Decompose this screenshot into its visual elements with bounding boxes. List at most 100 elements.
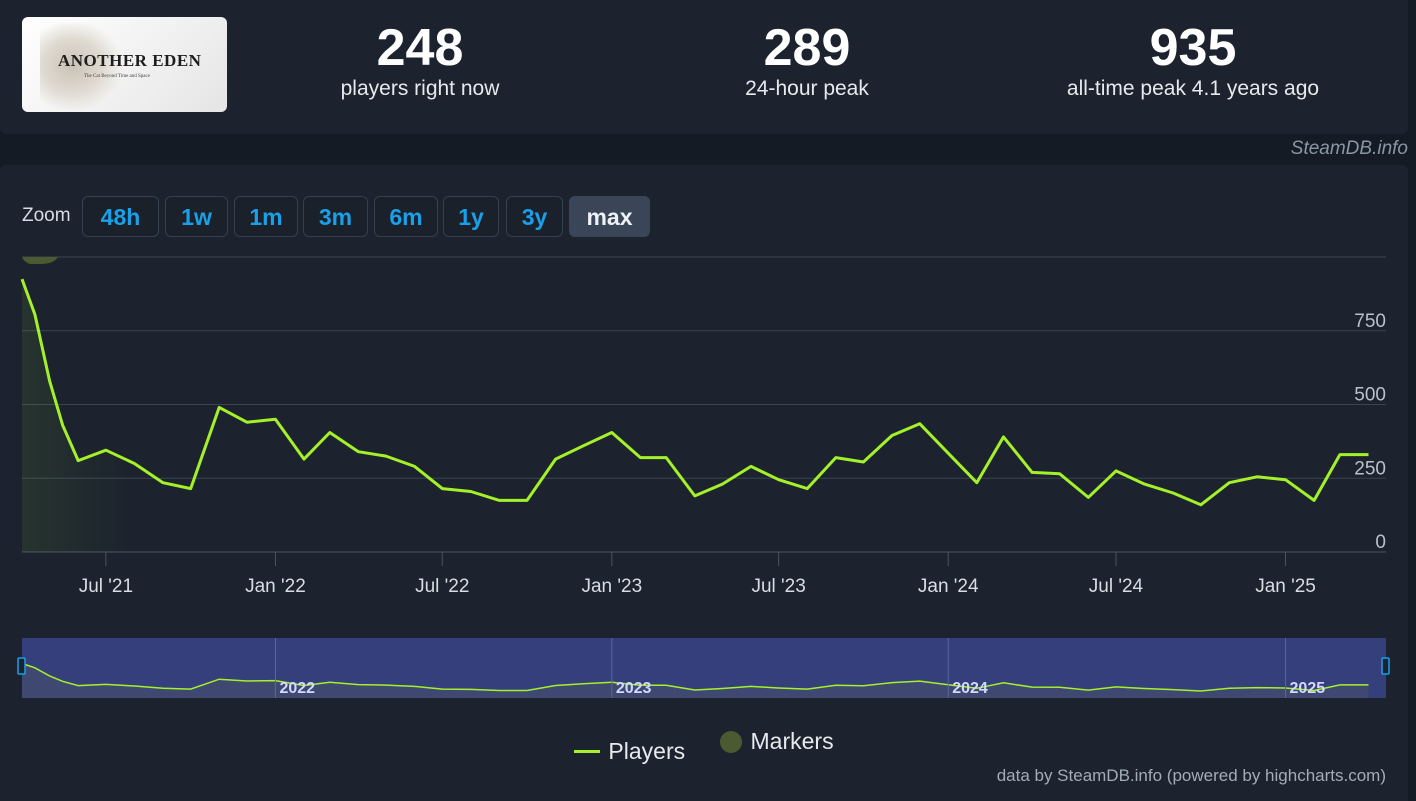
data-point[interactable] xyxy=(185,483,197,495)
data-point[interactable] xyxy=(157,477,169,489)
data-point[interactable] xyxy=(1280,474,1292,486)
legend-item-markers[interactable]: Markers xyxy=(719,728,834,755)
data-point[interactable] xyxy=(436,483,448,495)
navigator-year-label: 2023 xyxy=(616,680,652,697)
data-point[interactable] xyxy=(72,455,84,467)
data-point[interactable] xyxy=(550,453,562,465)
navigator-left-handle[interactable] xyxy=(17,657,26,675)
markers-series[interactable] xyxy=(22,257,58,264)
data-point[interactable] xyxy=(577,440,589,452)
data-point[interactable] xyxy=(521,494,533,506)
navigator-right-handle[interactable] xyxy=(1381,657,1390,675)
data-point[interactable] xyxy=(660,452,672,464)
data-point[interactable] xyxy=(44,375,56,387)
line-swatch-icon xyxy=(574,749,601,753)
zoom-button-1m[interactable]: 1m xyxy=(234,196,298,237)
data-point[interactable] xyxy=(269,413,281,425)
logo-subtitle: The Cat Beyond Time and Space xyxy=(84,74,150,79)
data-point[interactable] xyxy=(801,483,813,495)
data-point[interactable] xyxy=(465,486,477,498)
data-point[interactable] xyxy=(352,446,364,458)
x-tick-label: Jan '22 xyxy=(245,576,306,597)
stat-value: 289 xyxy=(763,19,851,77)
highcharts-credit[interactable]: data by SteamDB.info (powered by highcha… xyxy=(996,766,1386,785)
stat-label: all-time peak 4.1 years ago xyxy=(1066,77,1320,100)
players-line[interactable] xyxy=(20,278,1369,507)
y-tick-label: 0 xyxy=(1375,532,1386,553)
data-point[interactable] xyxy=(324,427,336,439)
x-tick-label: Jan '24 xyxy=(918,576,979,597)
data-point[interactable] xyxy=(1167,487,1179,499)
legend-item-players[interactable]: Players xyxy=(574,738,685,765)
data-point[interactable] xyxy=(100,444,112,456)
data-point[interactable] xyxy=(914,418,926,430)
series-area xyxy=(22,279,1369,552)
data-point[interactable] xyxy=(1334,449,1346,461)
legend-label: Markers xyxy=(750,728,834,754)
navigator-year-label: 2022 xyxy=(279,680,315,697)
data-point[interactable] xyxy=(606,427,618,439)
data-point[interactable] xyxy=(1251,471,1263,483)
data-point[interactable] xyxy=(689,490,701,502)
data-point[interactable] xyxy=(1139,478,1151,490)
y-tick-label: 750 xyxy=(1354,311,1386,332)
data-point[interactable] xyxy=(1026,466,1038,478)
chart-legend: Players Markers xyxy=(0,728,1408,765)
x-tick-label: Jul '22 xyxy=(415,576,469,597)
data-point[interactable] xyxy=(213,401,225,413)
logo-title: ANOTHER EDEN xyxy=(58,51,202,70)
data-point[interactable] xyxy=(1362,449,1374,461)
data-point[interactable] xyxy=(998,431,1010,443)
navigator[interactable]: 2022 2023 2024 2025 xyxy=(17,638,1390,698)
data-point[interactable] xyxy=(29,309,41,321)
data-point[interactable] xyxy=(409,460,421,472)
data-point[interactable] xyxy=(830,452,842,464)
data-point[interactable] xyxy=(493,494,505,506)
data-point[interactable] xyxy=(745,460,757,472)
zoom-button-1y[interactable]: 1y xyxy=(443,196,499,237)
data-point[interactable] xyxy=(716,478,728,490)
zoom-button-48h[interactable]: 48h xyxy=(82,196,159,237)
data-point[interactable] xyxy=(634,452,646,464)
data-point[interactable] xyxy=(1110,465,1122,477)
x-axis: Jul '21 Jan '22 Jul '22 Jan '23 Jul '23 Jan '… xyxy=(79,552,1316,597)
data-point[interactable] xyxy=(971,477,983,489)
y-tick-label: 500 xyxy=(1354,385,1386,406)
zoom-button-1w[interactable]: 1w xyxy=(165,196,228,237)
x-tick-label: Jul '24 xyxy=(1089,576,1144,597)
steamdb-credit[interactable]: SteamDB.info xyxy=(1290,138,1408,159)
y-axis: 0 250 500 750 xyxy=(1354,311,1386,553)
legend-label: Players xyxy=(608,737,686,764)
data-point[interactable] xyxy=(241,416,253,428)
logo-artwork xyxy=(40,23,120,109)
data-point[interactable] xyxy=(886,429,898,441)
data-point[interactable] xyxy=(380,450,392,462)
data-point[interactable] xyxy=(57,419,69,431)
series-players[interactable] xyxy=(16,273,1374,511)
stat-current-players: 248 players right now xyxy=(260,18,580,102)
marker-flag[interactable] xyxy=(22,257,58,264)
data-point[interactable] xyxy=(773,474,785,486)
stat-24h-peak: 289 24-hour peak xyxy=(647,18,967,102)
data-point[interactable] xyxy=(1195,499,1207,511)
zoom-button-3y[interactable]: 3y xyxy=(506,196,563,237)
data-point[interactable] xyxy=(1308,494,1320,506)
data-point[interactable] xyxy=(1054,468,1066,480)
game-logo[interactable]: ANOTHER EDEN The Cat Beyond Time and Spa… xyxy=(22,17,227,112)
navigator-area xyxy=(22,663,1369,698)
y-tick-label: 250 xyxy=(1354,458,1386,479)
data-point[interactable] xyxy=(1082,491,1094,503)
zoom-button-3m[interactable]: 3m xyxy=(303,196,368,237)
data-point[interactable] xyxy=(128,458,140,470)
data-point[interactable] xyxy=(16,273,28,285)
navigator-mask xyxy=(22,638,1386,698)
x-tick-label: Jan '25 xyxy=(1255,576,1316,597)
zoom-button-6m[interactable]: 6m xyxy=(374,196,438,237)
data-point[interactable] xyxy=(298,453,310,465)
data-point[interactable] xyxy=(942,447,954,459)
data-point[interactable] xyxy=(857,456,869,468)
zoom-button-max[interactable]: max xyxy=(569,196,650,237)
data-point[interactable] xyxy=(1223,477,1235,489)
x-tick-label: Jul '21 xyxy=(79,576,133,597)
